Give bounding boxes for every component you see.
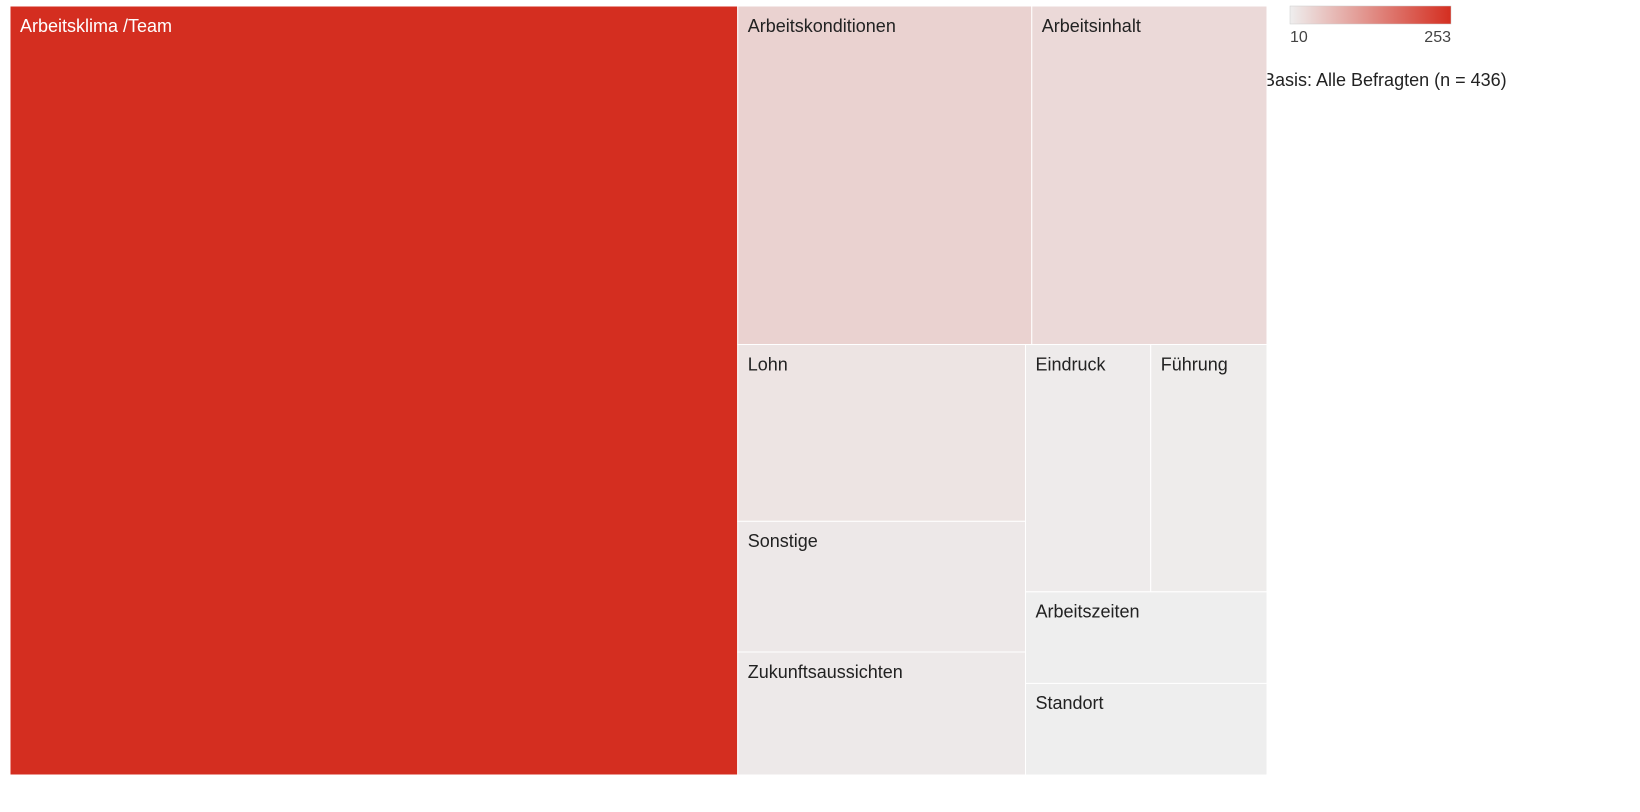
annotation: Basis: Alle Befragten (n = 436) <box>1263 70 1507 90</box>
tile-label: Eindruck <box>1035 354 1106 374</box>
treemap-tile <box>1024 682 1268 776</box>
colorbar <box>1289 5 1452 25</box>
tile-label: Standort <box>1035 693 1103 713</box>
tile-label: Sonstige <box>748 531 818 551</box>
treemap-tile <box>1031 5 1268 346</box>
treemap-tile <box>1024 591 1268 684</box>
tile-label: Lohn <box>748 354 788 374</box>
tile-label: Arbeitsinhalt <box>1042 16 1141 36</box>
treemap-tile <box>9 5 739 776</box>
treemap-tile <box>737 344 1026 522</box>
tile-label: Arbeitszeiten <box>1035 602 1139 622</box>
treemap-tile <box>1024 344 1152 593</box>
treemap-tile <box>737 520 1026 653</box>
treemap-tile <box>1150 344 1268 593</box>
tile-label: Zukunftsaussichten <box>748 662 903 682</box>
colorbar-tick-label: 10 <box>1290 29 1308 46</box>
tile-label: Führung <box>1161 354 1228 374</box>
colorbar-tick-label: 253 <box>1424 29 1451 46</box>
treemap-tile <box>737 5 1033 346</box>
tile-label: Arbeitsklima /Team <box>20 16 172 36</box>
tile-label: Arbeitskonditionen <box>748 16 896 36</box>
treemap-tile <box>737 651 1026 776</box>
